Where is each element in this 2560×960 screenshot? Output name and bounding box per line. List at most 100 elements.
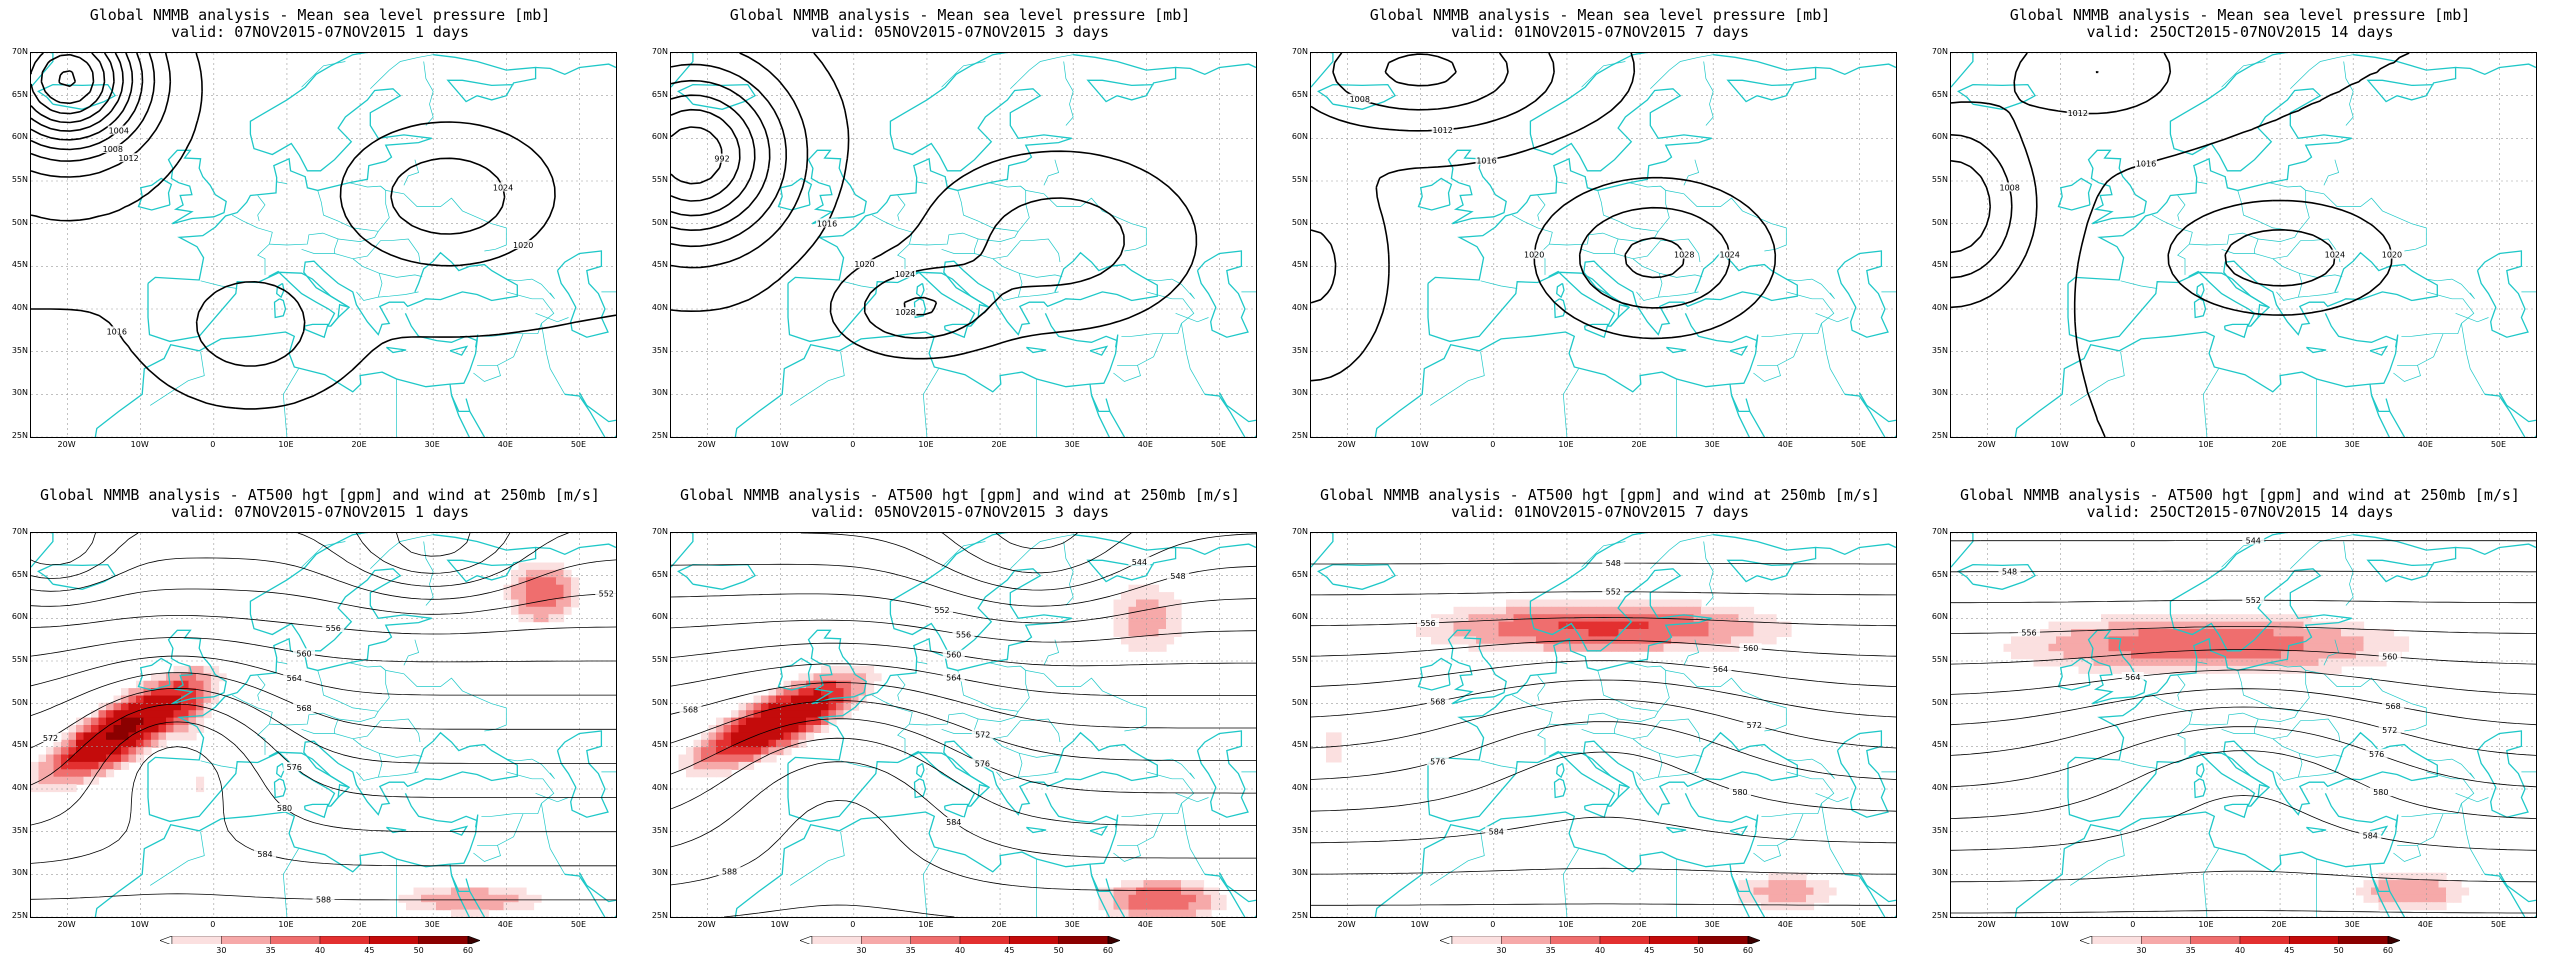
wind-shade-cell [1821, 894, 1830, 903]
wind-shade-cell [2063, 651, 2072, 660]
country-border [897, 675, 906, 702]
wind-shade-cell [738, 732, 747, 741]
wind-shade-cell [723, 747, 732, 756]
wind-shade-cell [1506, 643, 1515, 652]
wind-shade-cell [2183, 665, 2192, 674]
wind-shade-cell [828, 717, 837, 726]
wind-shade-cell [2093, 651, 2102, 660]
svg-text:552: 552 [934, 606, 949, 615]
wind-shade-cell [2198, 651, 2207, 660]
wind-shade-cell [1521, 643, 1530, 652]
country-border [334, 718, 421, 743]
latitude-label: 25N [651, 431, 668, 440]
wind-shade-cell [38, 761, 47, 770]
country-border [2290, 54, 2354, 90]
wind-shade-cell [1203, 894, 1212, 903]
wind-shade-cell [1166, 614, 1175, 623]
wind-shade-cell [2146, 621, 2155, 630]
coastline [273, 298, 287, 319]
longitude-label: 20E [2271, 440, 2287, 449]
country-border [352, 738, 423, 758]
map-area: 552 556 560 564 568 572 576 580 584 588 [30, 532, 617, 918]
wind-shade-cell [1158, 894, 1167, 903]
wind-shade-cell [1173, 894, 1182, 903]
wind-shade-cell [2281, 658, 2290, 667]
colorbar-tick: 35 [1545, 946, 1556, 955]
country-border [1650, 534, 1714, 570]
wind-shade-cell [2131, 665, 2140, 674]
wind-shade-cell [166, 717, 175, 726]
wind-shade-cell [1536, 629, 1545, 637]
latitude-label: 45N [1291, 740, 1308, 750]
country-border [506, 758, 555, 780]
wind-shade-cell [2251, 643, 2260, 652]
wind-shade-cell [1468, 629, 1477, 637]
country-border [477, 333, 524, 366]
wind-shade-cell [1143, 894, 1152, 903]
wind-shade-cell [1196, 880, 1205, 889]
coastline [2014, 811, 2398, 917]
wind-shade-cell [1648, 636, 1657, 645]
wind-shade-cell [541, 569, 550, 578]
longitude-label: 10E [2198, 920, 2214, 929]
country-border [2269, 182, 2427, 252]
wind-shade-cell [2221, 636, 2230, 645]
wind-shade-cell [556, 606, 565, 615]
wind-shade-cell [421, 887, 430, 896]
wind-shade-cell [128, 747, 137, 756]
wind-shade-cell [2311, 636, 2320, 645]
wind-shade-cell [2048, 651, 2057, 660]
country-border [541, 323, 566, 395]
wind-shade-cell [2108, 643, 2117, 652]
svg-text:1004: 1004 [109, 127, 129, 136]
latitude-label: 60N [11, 612, 28, 622]
wind-shade-cell [121, 754, 130, 763]
wind-shade-cell [836, 673, 845, 682]
wind-shade-cell [1506, 614, 1515, 623]
country-border [1821, 323, 1846, 395]
wind-shade-cell [1798, 887, 1807, 896]
colorbar-segment [221, 936, 271, 944]
wind-shade-cell [2071, 643, 2080, 652]
wind-shade-cell [1121, 909, 1130, 917]
contour-564 [31, 655, 616, 696]
coastline [535, 63, 616, 76]
panel-valid-period: valid: 01NOV2015-07NOV2015 7 days [1450, 23, 1749, 41]
contour-1000 [671, 94, 756, 217]
contour-label: 568 [679, 704, 702, 714]
wind-shade-cell [2236, 629, 2245, 637]
country-border [1480, 280, 1518, 289]
svg-text:584: 584 [1489, 827, 1504, 836]
wind-shade-cell [1491, 629, 1500, 637]
wind-shade-cell [2048, 643, 2057, 652]
wind-shade-cell [98, 754, 107, 763]
wind-shade-cell [518, 569, 527, 578]
wind-shade-cell [828, 710, 837, 719]
wind-shade-cell [113, 717, 122, 726]
colorbar-segment [1501, 936, 1551, 944]
country-border [2426, 278, 2475, 300]
wind-shade-cell [436, 894, 445, 903]
wind-shade-cell [1821, 880, 1830, 889]
wind-shade-cell [2273, 636, 2282, 645]
wind-shade-cell [458, 909, 467, 917]
wind-shade-cell [828, 665, 837, 674]
wind-shade-cell [1776, 887, 1785, 896]
country-border [2455, 792, 2489, 803]
latitude-label: 40N [1931, 303, 1948, 312]
wind-shade-cell [753, 695, 762, 704]
latitude-label: 65N [11, 569, 28, 579]
wind-shade-cell [2401, 636, 2410, 645]
wind-shade-cell [2236, 651, 2245, 660]
wind-shade-cell [1566, 606, 1575, 615]
wind-shade-cell [1098, 902, 1107, 911]
wind-shade-cell [83, 725, 92, 733]
country-border [378, 771, 419, 778]
svg-text:1020: 1020 [2382, 251, 2402, 260]
wind-shade-cell [1701, 606, 1710, 615]
wind-shade-cell [83, 739, 92, 748]
wind-shade-cell [1483, 606, 1492, 615]
svg-text:560: 560 [296, 649, 311, 658]
wind-shade-cell [1521, 636, 1530, 645]
